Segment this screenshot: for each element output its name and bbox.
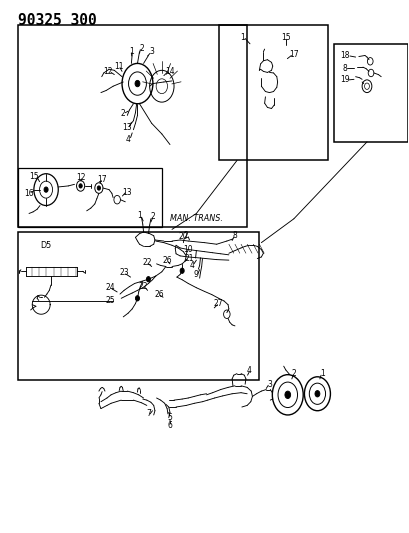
Text: 6: 6 <box>168 421 173 430</box>
Text: 1: 1 <box>240 33 245 42</box>
Circle shape <box>135 296 139 301</box>
Text: 19: 19 <box>340 75 349 84</box>
Text: 1: 1 <box>137 211 142 220</box>
Bar <box>18 168 162 227</box>
Text: 13: 13 <box>123 123 132 132</box>
Bar <box>18 232 259 381</box>
Text: 20: 20 <box>179 232 188 241</box>
Text: 8: 8 <box>342 64 347 72</box>
Bar <box>335 44 408 142</box>
Text: 16: 16 <box>24 189 34 198</box>
Bar <box>219 25 328 160</box>
Text: 4: 4 <box>190 261 195 270</box>
Text: 17: 17 <box>289 50 299 59</box>
Text: D5: D5 <box>40 241 51 250</box>
Text: 90325 300: 90325 300 <box>18 13 97 28</box>
Text: 25: 25 <box>106 296 115 305</box>
Circle shape <box>79 184 82 188</box>
Text: 2: 2 <box>121 109 126 118</box>
Text: 4: 4 <box>247 366 252 375</box>
Text: 3: 3 <box>267 379 272 389</box>
Circle shape <box>97 186 101 190</box>
Circle shape <box>180 268 184 273</box>
Text: 10: 10 <box>184 245 193 254</box>
Text: 21: 21 <box>184 254 194 263</box>
Text: 11: 11 <box>115 62 124 70</box>
Text: 18: 18 <box>340 51 349 60</box>
Text: 14: 14 <box>165 67 175 76</box>
Text: 12: 12 <box>76 173 86 182</box>
Text: 9: 9 <box>194 270 199 279</box>
Circle shape <box>135 80 140 87</box>
Text: 7: 7 <box>146 409 151 418</box>
Text: 22: 22 <box>143 258 153 266</box>
Text: 4: 4 <box>126 135 131 144</box>
Text: 2: 2 <box>184 231 189 240</box>
Text: 17: 17 <box>97 174 107 183</box>
Circle shape <box>146 277 151 282</box>
Circle shape <box>315 391 320 397</box>
Text: 2: 2 <box>292 369 296 378</box>
Text: 24: 24 <box>106 283 115 292</box>
Text: 12: 12 <box>103 67 112 76</box>
Text: 3: 3 <box>149 47 154 56</box>
Text: MAN. TRANS.: MAN. TRANS. <box>170 214 223 223</box>
Bar <box>18 25 247 227</box>
Text: 23: 23 <box>119 268 129 277</box>
Text: 1: 1 <box>320 369 325 378</box>
Text: 2: 2 <box>150 212 155 221</box>
Text: 26: 26 <box>154 289 164 298</box>
Text: 22: 22 <box>139 282 148 291</box>
Text: 26: 26 <box>162 256 172 265</box>
Text: 2: 2 <box>139 44 144 53</box>
Text: 5: 5 <box>168 413 173 422</box>
Text: 8: 8 <box>233 231 237 240</box>
Circle shape <box>44 187 48 192</box>
Text: 1: 1 <box>129 47 134 56</box>
Text: 27: 27 <box>214 299 224 308</box>
Text: 15: 15 <box>29 172 39 181</box>
Text: 15: 15 <box>281 33 290 42</box>
Text: 13: 13 <box>123 188 132 197</box>
Circle shape <box>285 391 291 399</box>
